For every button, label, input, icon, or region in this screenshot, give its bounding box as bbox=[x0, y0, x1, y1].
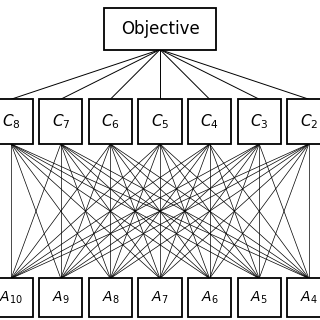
Bar bbox=[139, 278, 182, 317]
Bar bbox=[104, 8, 216, 50]
Bar bbox=[39, 278, 83, 317]
Text: $C_2$: $C_2$ bbox=[300, 112, 318, 131]
Bar bbox=[287, 278, 320, 317]
Text: $A_9$: $A_9$ bbox=[52, 289, 70, 306]
Bar bbox=[139, 99, 182, 144]
Text: $A_{10}$: $A_{10}$ bbox=[0, 289, 23, 306]
Text: $A_4$: $A_4$ bbox=[300, 289, 318, 306]
Text: Objective: Objective bbox=[121, 20, 199, 38]
Text: $A_5$: $A_5$ bbox=[250, 289, 268, 306]
Text: $C_4$: $C_4$ bbox=[200, 112, 219, 131]
Bar bbox=[0, 278, 33, 317]
Text: $A_6$: $A_6$ bbox=[201, 289, 219, 306]
Bar bbox=[39, 99, 83, 144]
Bar bbox=[238, 278, 281, 317]
Text: $C_7$: $C_7$ bbox=[52, 112, 70, 131]
Bar bbox=[188, 278, 231, 317]
Bar bbox=[89, 99, 132, 144]
Text: $A_7$: $A_7$ bbox=[151, 289, 169, 306]
Text: $C_5$: $C_5$ bbox=[151, 112, 169, 131]
Text: $A_8$: $A_8$ bbox=[101, 289, 119, 306]
Bar bbox=[188, 99, 231, 144]
Bar bbox=[89, 278, 132, 317]
Bar bbox=[238, 99, 281, 144]
Text: $C_8$: $C_8$ bbox=[2, 112, 20, 131]
Text: $C_3$: $C_3$ bbox=[250, 112, 268, 131]
Bar bbox=[287, 99, 320, 144]
Text: $C_6$: $C_6$ bbox=[101, 112, 120, 131]
Bar bbox=[0, 99, 33, 144]
